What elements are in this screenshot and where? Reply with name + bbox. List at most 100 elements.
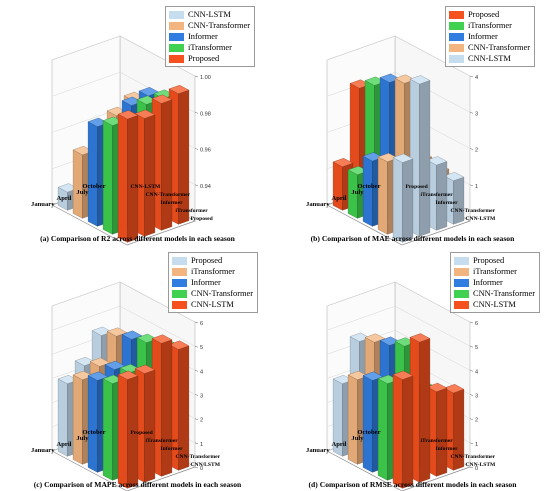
model-axis-label-itransformer: iTransformer [421, 192, 454, 198]
legend-label: iTransformer [188, 43, 232, 52]
z-tick-0: 0 [475, 466, 478, 472]
category-label-october: October [82, 429, 105, 436]
legend-label: CNN-LSTM [191, 300, 234, 309]
category-label-april: April [331, 195, 346, 202]
legend-item-cnn-lstm: CNN-LSTM [454, 299, 535, 310]
model-labels: iTransformer Informer CNN-Transformer CNN-L… [421, 438, 497, 468]
z-tick-0-94: 0.94 [200, 184, 211, 190]
legend-label: CNN-Transformer [468, 43, 531, 52]
chart-r2-legend: CNN-LSTM CNN-Transformer Informer iTransfor… [165, 6, 256, 67]
legend-swatch [169, 32, 184, 41]
z-tick-4: 4 [475, 75, 478, 81]
legend-swatch [172, 256, 187, 265]
legend-label: Proposed [473, 256, 505, 265]
z-tick-labels: 1 2 3 4 [469, 75, 478, 190]
legend-label: iTransformer [191, 267, 235, 276]
z-tick-1-00: 1.00 [200, 75, 211, 81]
legend-item-proposed: Proposed [169, 53, 250, 64]
legend-swatch [172, 289, 187, 298]
model-labels: Proposed iTransformer Informer CNN-Transfor… [406, 184, 497, 222]
category-label-april: April [56, 441, 71, 448]
legend-label: CNN-LSTM [468, 54, 511, 63]
legend-item-informer: Informer [454, 277, 535, 288]
model-labels: Proposed iTransformer Informer CNN-Transfor… [131, 430, 221, 468]
chart-mape-caption: (c) Comparison of MAPE across different … [33, 480, 242, 489]
category-label-july: July [351, 189, 364, 196]
chart-rmse: January April July October iTransformer Infor… [275, 246, 550, 491]
chart-bars [57, 326, 190, 489]
model-axis-label-itransformer: iTransformer [176, 208, 209, 214]
legend-swatch [449, 43, 464, 52]
model-axis-label-cnn-transformer: CNN-Transformer [146, 192, 191, 198]
chart-rmse-caption: (d) Comparison of RMSE across different … [308, 480, 517, 489]
legend-label: Informer [468, 32, 498, 41]
model-axis-label-informer: Informer [436, 446, 459, 452]
model-axis-label-cnn-lstm: CNN/LSTM [191, 462, 221, 468]
legend-item-itransformer: iTransformer [169, 42, 250, 53]
model-axis-label-informer: Informer [161, 446, 184, 452]
legend-swatch [454, 278, 469, 287]
z-tick-2: 2 [475, 148, 478, 154]
chart-mape-legend: Proposed iTransformer Informer CNN-Transfor… [168, 252, 259, 313]
chart-r2-caption: (a) Comparison of R2 across different mo… [40, 234, 235, 243]
z-tick-6: 6 [200, 321, 203, 327]
z-tick-0-96: 0.96 [200, 148, 211, 154]
z-tick-5: 5 [475, 345, 478, 351]
model-axis-label-cnn-lstm: CNN-LSTM [466, 462, 497, 468]
legend-swatch [169, 21, 184, 30]
z-tick-2: 2 [475, 418, 478, 424]
grid-line [326, 305, 471, 347]
legend-item-informer: Informer [449, 31, 530, 42]
legend-item-cnn-transformer: CNN-Transformer [454, 288, 535, 299]
legend-label: CNN-Transformer [191, 289, 254, 298]
legend-swatch [449, 32, 464, 41]
legend-item-itransformer: iTransformer [449, 20, 530, 31]
legend-item-itransformer: iTransformer [454, 266, 535, 277]
legend-swatch [454, 267, 469, 276]
model-axis-label-cnn-transformer: CNN-Transformer [451, 454, 496, 460]
grid-line [326, 330, 471, 371]
legend-item-cnn-transformer: CNN-Transformer [449, 42, 530, 53]
category-label-april: April [56, 195, 71, 202]
z-tick-4: 4 [200, 369, 203, 375]
legend-swatch [169, 43, 184, 52]
legend-item-proposed: Proposed [449, 9, 530, 20]
chart-bars [332, 332, 465, 489]
chart-mape: January April July October Proposed iTransfor… [0, 246, 275, 491]
category-label-july: July [76, 435, 89, 442]
legend-item-cnn-lstm: CNN-LSTM [172, 299, 253, 310]
z-tick-0: 0 [200, 466, 203, 472]
category-label-january: January [306, 447, 330, 454]
z-tick-2: 2 [200, 418, 203, 424]
z-tick-labels: 0 1 2 3 4 5 6 [194, 321, 203, 472]
legend-swatch [172, 300, 187, 309]
legend-swatch [172, 278, 187, 287]
legend-label: Proposed [468, 10, 500, 19]
legend-item-cnn-transformer: CNN-Transformer [169, 20, 250, 31]
legend-swatch [454, 289, 469, 298]
model-axis-label-cnn-transformer: CNN-Transformer [451, 208, 496, 214]
model-axis-label-proposed: Proposed [131, 430, 154, 436]
grid-line [326, 72, 471, 113]
category-label-october: October [357, 183, 380, 190]
z-tick-3: 3 [475, 111, 478, 117]
z-tick-4: 4 [475, 369, 478, 375]
category-label-january: January [31, 447, 55, 454]
category-label-october: October [82, 183, 105, 190]
legend-swatch [172, 267, 187, 276]
z-tick-labels: 0 1 2 3 4 5 6 [469, 321, 478, 472]
bar-cnn-lstm-january [117, 370, 139, 489]
z-tick-1: 1 [475, 184, 478, 190]
chart-mae-caption: (b) Comparison of MAE across different m… [310, 234, 515, 243]
legend-swatch [449, 10, 464, 19]
chart-r2: January April July October CNN-LSTM CNN-Trans… [0, 0, 275, 246]
grid-line [326, 281, 471, 323]
grid-line [51, 305, 196, 347]
legend-item-proposed: Proposed [172, 255, 253, 266]
legend-swatch [169, 54, 184, 63]
model-axis-label-proposed: Proposed [406, 184, 429, 190]
